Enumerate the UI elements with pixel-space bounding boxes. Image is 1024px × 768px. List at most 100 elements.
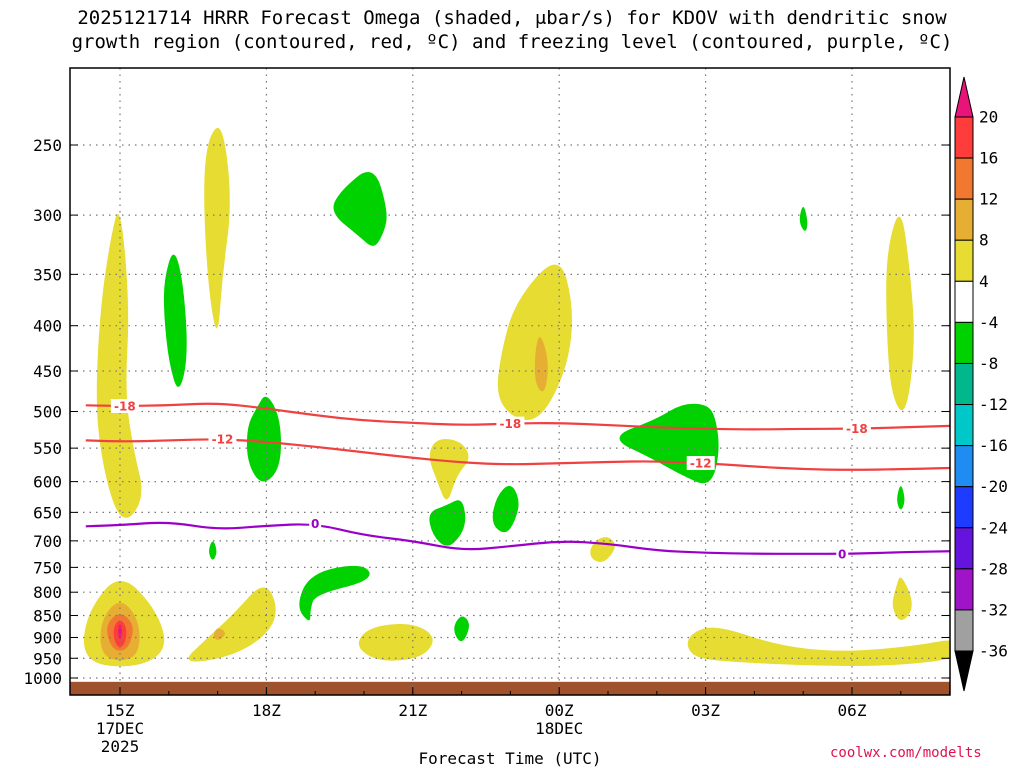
colorbar-label--24: -24 (979, 518, 1008, 537)
ground-layer (70, 681, 950, 695)
omega-region-4 (799, 206, 808, 231)
colorbar-label--20: -20 (979, 477, 1008, 496)
colorbar-label-12: 12 (979, 190, 998, 209)
x-tick-label-18DEC: 18DEC (535, 719, 583, 738)
colorbar-label-16: 16 (979, 149, 998, 168)
y-tick-label-300: 300 (33, 206, 62, 225)
colorbar: 20 16 12 8 4 -4 -8 -12 -16 -20 -24 -28 -32 -36 (954, 76, 1008, 692)
y-tick-label-250: 250 (33, 136, 62, 155)
x-axis-label: Forecast Time (UTC) (418, 749, 601, 768)
contour-label-2-0: 0 (311, 517, 319, 531)
contour-label-0-2: -18 (846, 422, 868, 436)
colorbar-label-20: 20 (979, 108, 998, 127)
x-tick-label-00Z: 00Z (545, 701, 574, 720)
contour-label-bg (208, 432, 237, 447)
y-tick-label-950: 950 (33, 649, 62, 668)
colorbar-label--28: -28 (979, 559, 1008, 578)
y-tick-label-700: 700 (33, 532, 62, 551)
colorbar-label-8: 8 (979, 231, 989, 250)
omega-region-20 (358, 623, 433, 661)
omega-region-21 (687, 627, 950, 666)
omega-region-17 (892, 577, 912, 620)
colorbar-bottom-arrow (954, 650, 974, 692)
y-tick-label-350: 350 (33, 265, 62, 284)
y-tick-label-800: 800 (33, 583, 62, 602)
title-line-1: 2025121714 HRRR Forecast Omega (shaded, … (77, 7, 947, 29)
y-tick-label-550: 550 (33, 439, 62, 458)
colorbar-band-7 (954, 404, 974, 447)
y-tick-label-1000: 1000 (23, 669, 62, 688)
omega-region-24 (213, 628, 225, 640)
colorbar-top-arrow (954, 76, 974, 118)
contour-label-1-0: -12 (212, 433, 234, 447)
colorbar-label--8: -8 (979, 354, 998, 373)
colorbar-band-5 (954, 321, 974, 364)
colorbar-band-12 (954, 609, 974, 652)
omega-shading-layer (83, 127, 950, 667)
axes-layer: 250 300 350 400 450 500 550 600 650 700 750 800 850 9… (23, 136, 951, 756)
contour-label-1-1: -12 (690, 457, 712, 471)
contour-label-2-1: 0 (838, 547, 846, 561)
x-tick-label-18Z: 18Z (252, 701, 281, 720)
ground-fill (70, 681, 950, 695)
omega-region-13 (497, 264, 572, 421)
omega-region-2 (246, 396, 281, 482)
colorbar-label--4: -4 (979, 313, 998, 332)
colorbar-band-0 (954, 116, 974, 159)
colorbar-label--36: -36 (979, 642, 1008, 661)
colorbar-band-2 (954, 198, 974, 241)
omega-region-11 (96, 214, 142, 518)
y-tick-label-600: 600 (33, 473, 62, 492)
omega-region-9 (897, 486, 905, 510)
contour-line-1 (85, 438, 950, 471)
contour-label-bg (686, 456, 715, 471)
omega-region-10 (209, 541, 217, 560)
x-tick-label-15Z: 15Z (106, 701, 135, 720)
colorbar-label--16: -16 (979, 436, 1008, 455)
y-tick-label-850: 850 (33, 607, 62, 626)
colorbar-label-4: 4 (979, 272, 989, 291)
x-tick-label-06Z: 06Z (838, 701, 867, 720)
colorbar-band-6 (954, 362, 974, 406)
colorbar-band-4 (954, 280, 974, 323)
colorbar-label--12: -12 (979, 395, 1008, 414)
grid-layer (70, 68, 950, 695)
chart-title: 2025121714 HRRR Forecast Omega (shaded, … (0, 6, 1024, 54)
contour-label-bg (309, 516, 322, 531)
contour-layer: -18 -18 -18 -12 -12 0 0 (85, 399, 950, 561)
colorbar-band-9 (954, 486, 974, 529)
omega-region-14 (886, 216, 914, 411)
omega-region-7 (299, 565, 370, 621)
x-tick-label-03Z: 03Z (691, 701, 720, 720)
y-tick-label-750: 750 (33, 558, 62, 577)
x-tick-label-17DEC: 17DEC (96, 719, 144, 738)
omega-region-16 (590, 537, 615, 563)
y-tick-label-400: 400 (33, 317, 62, 336)
omega-region-23 (534, 337, 548, 392)
omega-region-0 (163, 254, 187, 387)
contour-label-bg (110, 399, 139, 414)
colorbar-label--32: -32 (979, 600, 1008, 619)
omega-region-6 (492, 485, 519, 533)
colorbar-band-11 (954, 568, 974, 611)
omega-region-18 (188, 587, 276, 662)
omega-region-3 (619, 403, 719, 484)
site-credit[interactable]: coolwx.com/modelts (830, 745, 982, 761)
contour-line-2 (85, 521, 950, 555)
x-tick-label-21Z: 21Z (398, 701, 427, 720)
colorbar-band-3 (954, 239, 974, 282)
omega-region-27 (118, 624, 122, 640)
contour-label-0-0: -18 (114, 400, 136, 414)
colorbar-band-8 (954, 445, 974, 488)
y-tick-label-450: 450 (33, 362, 62, 381)
omega-region-12 (204, 127, 230, 329)
title-line-2: growth region (contoured, red, ºC) and f… (71, 31, 953, 53)
y-tick-label-650: 650 (33, 503, 62, 522)
omega-region-15 (429, 438, 469, 500)
colorbar-band-10 (954, 527, 974, 570)
contour-line-0 (85, 402, 950, 431)
omega-region-5 (429, 500, 466, 546)
y-tick-label-900: 900 (33, 628, 62, 647)
omega-region-8 (454, 616, 469, 642)
